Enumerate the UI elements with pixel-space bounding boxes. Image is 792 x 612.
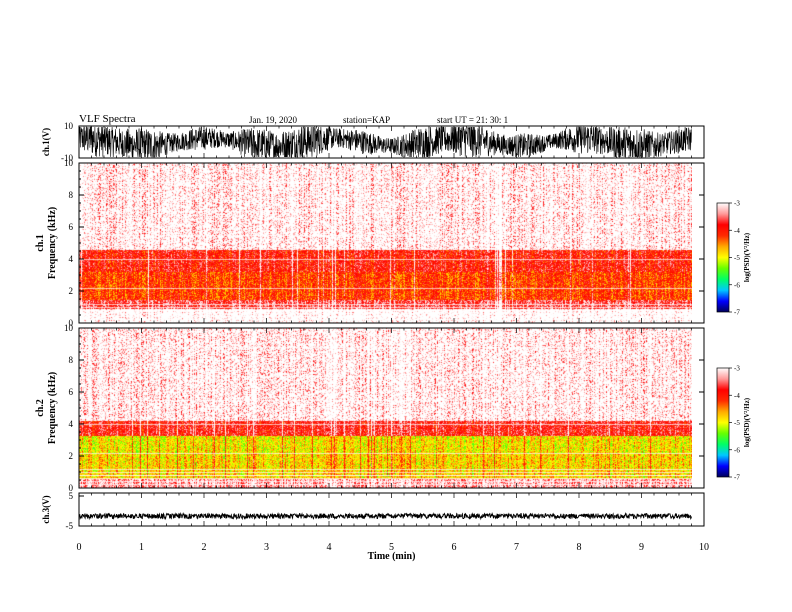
x-tick-label: 5 [389, 542, 394, 553]
x-tick-label: 6 [452, 542, 457, 553]
x-tick-label: 2 [202, 542, 207, 553]
ch2-ylabel: ch.2 Frequency (kHz) [35, 372, 58, 444]
ch1-spectrogram: 0 2 4 6 8 10 ch.1 Frequency (kHz) -3 -4 -5 -6 -7 log(… [35, 158, 751, 328]
ch1-colorbar-label-text: log(PSD)(V²/Hz) [743, 232, 751, 282]
ch1-ytick-label: 4 [69, 254, 74, 264]
ch1-ytick-label: 10 [64, 158, 74, 168]
ch1-waveform: 10 -10 ch.1(V) [41, 121, 705, 163]
x-tick-label: 4 [327, 542, 332, 553]
x-tick-label: 8 [577, 542, 582, 553]
start-time-label: start UT = 21: 30: 1 [437, 115, 509, 125]
ch3-trace [78, 511, 692, 521]
ch1-xticks [78, 163, 705, 323]
ch1-ytick-label: 0 [69, 318, 74, 328]
ch1-colorbar [716, 202, 730, 313]
ch1-colorbar-tick-label: -6 [734, 281, 740, 289]
ch2-colorbar-tick-label: -5 [734, 419, 740, 427]
x-tick-label: 0 [77, 542, 82, 553]
ch1-ylabel-channel: ch.1 [35, 234, 46, 252]
x-tick-label: 10 [699, 542, 709, 553]
station-label: station=KAP [343, 115, 391, 125]
date-label: Jan. 19, 2020 [249, 115, 297, 125]
ch2-colorbar [716, 367, 730, 478]
ch1-colorbar-tick-label: -3 [734, 200, 740, 208]
ch3-ylabel: ch.3(V) [41, 495, 51, 523]
ch2-ytick-label: 6 [69, 387, 74, 397]
ch1-colorbar-tick-label: -7 [734, 309, 740, 317]
ch1-colorbar-label: log(PSD)(V²/Hz) [743, 232, 751, 282]
ch2-ytick-label: 2 [69, 451, 74, 461]
x-tick-label: 9 [639, 542, 644, 553]
figure-title: VLF Spectra [79, 113, 136, 125]
ch2-colorbar-tick-label: -6 [734, 446, 740, 454]
ch1-spectrogram-image [79, 163, 692, 323]
ch1-ylabel-frequency: Frequency (kHz) [47, 207, 58, 279]
ch1-ytick-label: 2 [69, 286, 74, 296]
ch3-waveform: 5 -5 ch.3(V) 0 1 2 3 4 5 6 7 8 9 10 Time (min) [41, 491, 709, 562]
ch3-ytick-label: -5 [66, 521, 74, 531]
ch2-colorbar-label: log(PSD)(V²/Hz) [743, 397, 751, 447]
ch2-ytick-label: 4 [69, 419, 74, 429]
ch3-ytick-label: 5 [69, 491, 74, 501]
ch2-ytick-label: 8 [69, 355, 74, 365]
ch2-colorbar-tick-label: -3 [734, 365, 740, 373]
ch1-ytick-label: 8 [69, 190, 74, 200]
ch1-colorbar-tick-label: -4 [734, 227, 740, 235]
ch1-ytick-label: 6 [69, 222, 74, 232]
ch2-spectrogram: 0 2 4 6 8 10 ch.2 Frequency (kHz) -3 -4 -5 -6 -7 log(… [35, 323, 751, 493]
ch1-ylabel-text: ch.1(V) [41, 128, 51, 156]
ch2-ytick-label: 0 [69, 483, 74, 493]
ch2-ytick-label: 10 [64, 323, 74, 333]
ch1-trace [78, 125, 692, 158]
ch1-ytick-label: 10 [64, 121, 74, 131]
ch1-colorbar-tick-label: -5 [734, 254, 740, 262]
ch1-ylabel: ch.1 Frequency (kHz) [35, 207, 58, 279]
ch2-colorbar-tick-label: -4 [734, 392, 740, 400]
x-axis-label: Time (min) [368, 551, 416, 562]
ch2-ylabel-frequency: Frequency (kHz) [47, 372, 58, 444]
x-tick-label: 1 [139, 542, 144, 553]
x-tick-label: 3 [264, 542, 269, 553]
ch1-ytick-label: -10 [61, 153, 73, 163]
ch2-xticks [78, 328, 705, 488]
ch2-colorbar-tick-label: -7 [734, 474, 740, 482]
x-tick-label: 7 [514, 542, 519, 553]
ch2-spectrogram-image [79, 328, 692, 488]
ch3-ylabel-text: ch.3(V) [41, 495, 51, 523]
ch2-ylabel-channel: ch.2 [35, 399, 46, 417]
ch1-ylabel: ch.1(V) [41, 128, 51, 156]
ch2-colorbar-label-text: log(PSD)(V²/Hz) [743, 397, 751, 447]
